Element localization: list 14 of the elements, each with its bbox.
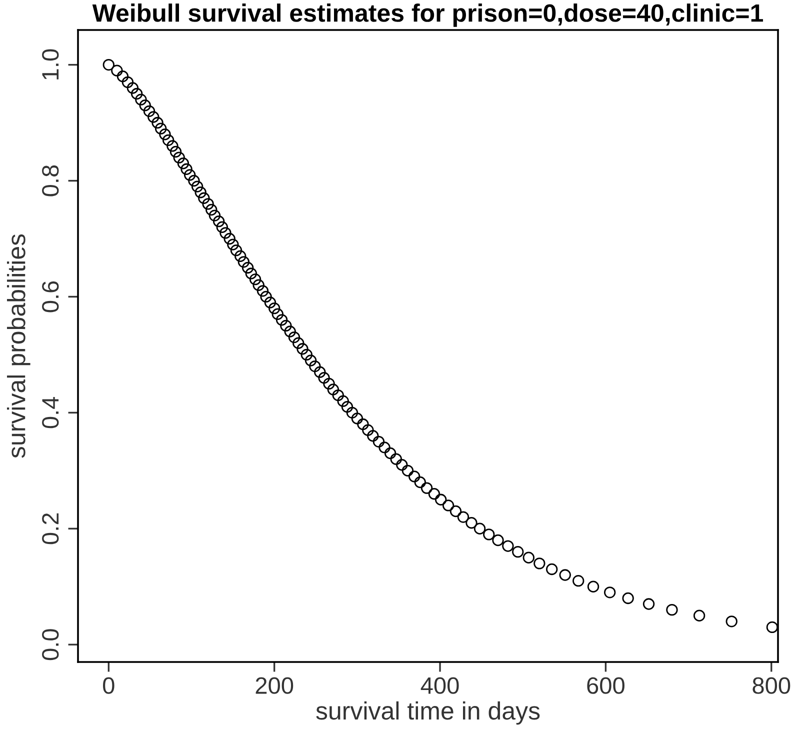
y-axis-title: survival probabilities <box>6 234 30 458</box>
y-tick-label: 0.4 <box>42 396 59 428</box>
x-tick-label: 0 <box>103 677 114 694</box>
y-tick-label: 0.2 <box>42 513 59 544</box>
y-tick-label: 1.0 <box>42 49 59 80</box>
x-tick-label: 800 <box>752 677 790 694</box>
x-axis-title: survival time in days <box>316 701 540 725</box>
x-tick-label: 200 <box>256 677 294 694</box>
chart-title: Weibull survival estimates for prison=0,dose=40,clinic=1 <box>92 4 764 27</box>
y-tick-label: 0.0 <box>42 629 59 660</box>
y-tick-label: 0.8 <box>42 165 59 196</box>
x-tick-label: 600 <box>587 677 624 694</box>
y-tick-label: 0.6 <box>42 281 59 312</box>
x-tick-label: 400 <box>420 677 459 694</box>
